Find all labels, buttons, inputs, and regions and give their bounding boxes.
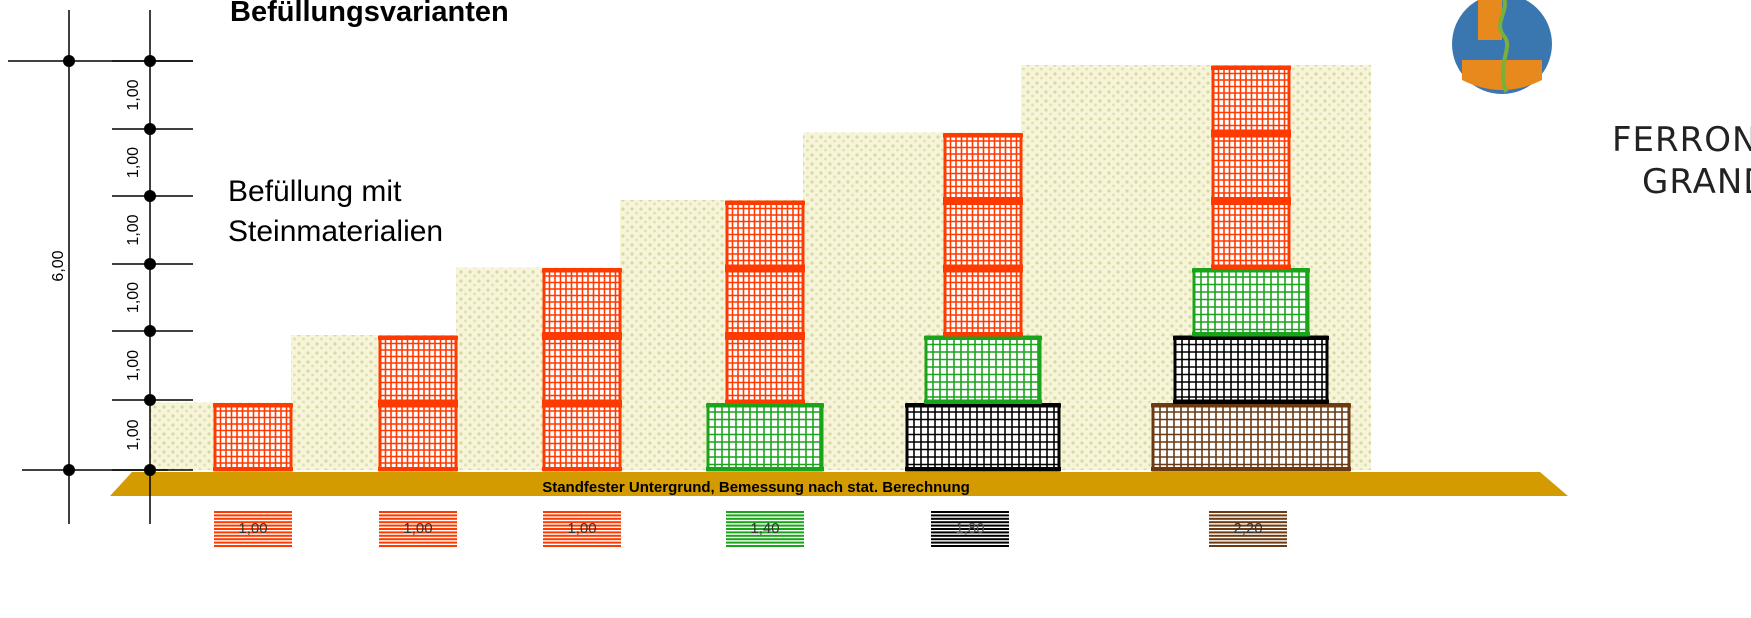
level-label: 1,00 — [125, 214, 142, 245]
dimension-dot — [63, 55, 75, 67]
red-gabion-basket — [725, 335, 805, 404]
green-gabion-basket — [1192, 268, 1310, 337]
logo-text-line1: FERROND — [1612, 120, 1751, 160]
company-logo — [1452, 0, 1552, 94]
logo-stem — [1498, 0, 1510, 93]
level-label: 1,00 — [125, 419, 142, 450]
red-gabion-basket — [1211, 65, 1291, 134]
level-label: 1,00 — [125, 282, 142, 313]
ground-label: Standfester Untergrund, Bemessung nach s… — [542, 479, 970, 496]
brown-gabion-basket — [1151, 403, 1351, 472]
ground-strip — [110, 472, 1568, 496]
level-dot — [144, 394, 156, 406]
column-stack-2 — [378, 335, 458, 472]
red-gabion-basket — [542, 268, 622, 337]
dimension-dot — [63, 464, 75, 476]
red-gabion-basket — [542, 403, 622, 472]
green-gabion-basket — [706, 403, 824, 472]
red-gabion-basket — [542, 335, 622, 404]
level-dot — [144, 55, 156, 67]
diameter-label: 1,00 — [238, 520, 267, 537]
level-label: 1,00 — [125, 350, 142, 381]
diameter-label: 1,80 — [955, 520, 984, 537]
red-gabion-basket — [943, 200, 1023, 269]
diameter-swatch-2: 1,00 — [379, 511, 457, 547]
total-height-label: 6,00 — [50, 250, 67, 281]
green-gabion-basket — [924, 335, 1042, 404]
diameter-swatch-3: 1,00 — [543, 511, 621, 547]
fill-label-line2: Steinmaterialien — [228, 215, 444, 248]
diameter-swatch-5: 1,80 — [931, 511, 1009, 547]
column-stack-5 — [905, 133, 1061, 472]
diameter-swatch-4: 1,40 — [726, 511, 804, 547]
diameter-label: 1,00 — [403, 520, 432, 537]
level-dot — [144, 325, 156, 337]
column-stack-3 — [542, 268, 622, 472]
red-gabion-basket — [725, 200, 805, 269]
red-gabion-basket — [1211, 200, 1291, 269]
level-dot — [144, 190, 156, 202]
diameter-label: 2,20 — [1233, 520, 1262, 537]
page-title: Befüllungsvarianten — [230, 0, 509, 28]
diameter-label: 1,40 — [750, 520, 779, 537]
logo-text-line2: GRANDI — [1642, 162, 1751, 202]
red-gabion-basket — [1211, 133, 1291, 202]
diameter-swatch-6: 2,20 — [1209, 511, 1287, 547]
diameter-label: 1,00 — [567, 520, 596, 537]
level-label: 1,00 — [125, 79, 142, 110]
column-stack-1 — [213, 403, 293, 472]
black-gabion-basket — [905, 403, 1061, 472]
logo-accent-block — [1478, 0, 1502, 40]
red-gabion-basket — [725, 268, 805, 337]
level-dot — [144, 464, 156, 476]
red-gabion-basket — [943, 268, 1023, 337]
column-stack-6 — [1151, 65, 1351, 472]
level-label: 1,00 — [125, 147, 142, 178]
fill-label-line1: Befüllung mit — [228, 175, 402, 208]
column-stack-4 — [706, 200, 824, 472]
red-gabion-basket — [943, 133, 1023, 202]
black-gabion-basket — [1173, 335, 1329, 404]
red-gabion-basket — [378, 335, 458, 404]
red-gabion-basket — [213, 403, 293, 472]
red-gabion-basket — [378, 403, 458, 472]
diameter-swatch-1: 1,00 — [214, 511, 292, 547]
level-dot — [144, 123, 156, 135]
level-dot — [144, 258, 156, 270]
